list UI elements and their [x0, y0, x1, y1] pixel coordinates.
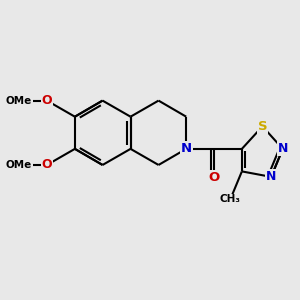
Text: O: O	[42, 158, 52, 172]
Text: CH₃: CH₃	[220, 194, 241, 204]
Text: S: S	[258, 120, 267, 133]
Text: O: O	[208, 171, 220, 184]
Text: OMe: OMe	[6, 160, 32, 170]
Text: O: O	[42, 94, 52, 107]
Text: N: N	[278, 142, 288, 155]
Text: N: N	[266, 170, 276, 183]
Text: N: N	[181, 142, 192, 155]
Text: OMe: OMe	[6, 96, 32, 106]
